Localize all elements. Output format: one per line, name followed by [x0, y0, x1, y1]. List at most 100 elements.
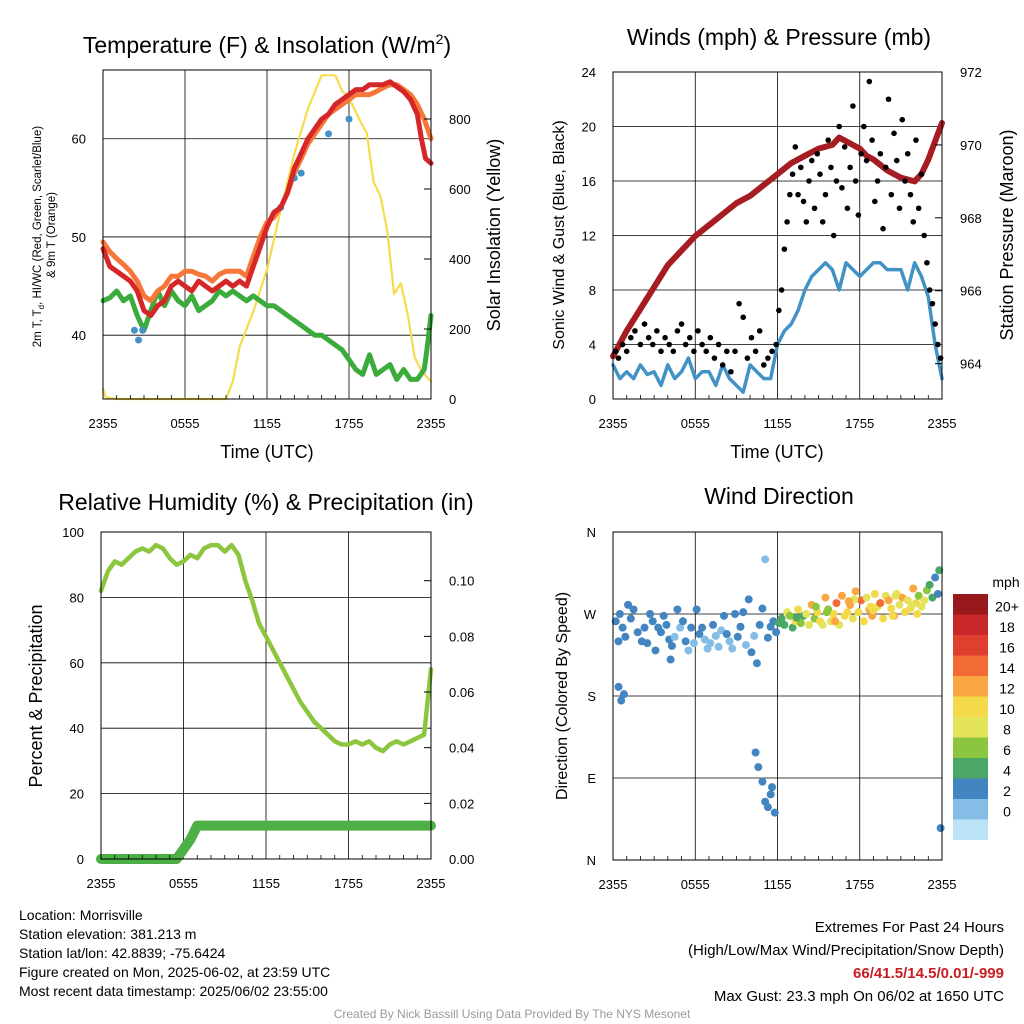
gust-point	[740, 314, 747, 321]
gust-point	[715, 341, 722, 348]
gust-point	[682, 341, 689, 348]
direction-point	[754, 763, 763, 772]
direction-point	[794, 605, 803, 614]
direction-point	[763, 803, 772, 812]
station-elevation: Station elevation: 381.213 m	[19, 926, 197, 942]
gust-point	[719, 362, 726, 368]
y-tick-label: 50	[72, 230, 86, 245]
y-tick-label: S	[587, 689, 596, 704]
direction-point	[848, 614, 857, 623]
gust-point	[877, 150, 884, 157]
wind-direction-points	[611, 555, 945, 833]
gust-point	[623, 348, 630, 355]
colorbar-swatch	[953, 819, 988, 840]
direction-point	[832, 599, 841, 608]
direction-point	[920, 596, 929, 605]
gust-point	[695, 328, 701, 334]
gust-point	[674, 328, 681, 334]
gust-point	[699, 341, 705, 348]
winds-series	[610, 78, 945, 394]
gust-point	[666, 341, 673, 348]
hi-wc-mark	[130, 326, 138, 334]
direction-point	[822, 608, 831, 617]
colorbar-swatch	[953, 717, 988, 738]
direction-point	[936, 824, 945, 833]
y2-tick-label: 972	[960, 65, 982, 80]
temperature-title: Temperature (F) & Insolation (W/m2)	[83, 31, 451, 58]
hi-wc-mark	[325, 130, 332, 138]
colorbar-swatch	[953, 655, 988, 676]
gust-point	[907, 191, 914, 198]
gust-point	[795, 191, 801, 198]
gust-point	[662, 334, 668, 341]
temperature-panel: Temperature (F) & Insolation (W/m2) 2355…	[32, 31, 504, 462]
gust-point	[863, 157, 870, 164]
gust-point	[752, 348, 759, 355]
temperature-ylabel: 2m T, Td, HI/WC (Red, Green, Scarlet/Blu…	[32, 123, 58, 348]
gust-point	[637, 341, 644, 348]
wind-direction-plot-frame	[612, 531, 943, 861]
gust-point	[904, 150, 911, 157]
direction-point	[646, 610, 655, 618]
direction-point	[725, 637, 734, 646]
gust-point	[913, 137, 919, 143]
direction-point	[805, 620, 814, 629]
direction-point	[706, 639, 715, 648]
y2-tick-label: 0	[449, 392, 456, 407]
direction-point	[736, 622, 745, 631]
direction-point	[733, 632, 742, 641]
colorbar-label: 12	[999, 681, 1015, 697]
y2-tick-label: 964	[960, 357, 982, 372]
direction-point	[763, 633, 772, 642]
direction-point	[714, 642, 723, 651]
gust-point	[615, 355, 622, 361]
gust-point	[896, 205, 903, 212]
colorbar-label: 2	[1003, 783, 1011, 799]
recent-data-timestamp: Most recent data timestamp: 2025/06/02 2…	[19, 983, 328, 999]
y-tick-label: 24	[582, 65, 596, 80]
gust-point	[736, 300, 742, 307]
y2-tick-label: 800	[449, 112, 471, 127]
temperature-series	[100, 74, 434, 401]
x-tick-label: 0555	[169, 876, 198, 891]
direction-point	[687, 623, 696, 632]
direction-point	[891, 591, 900, 600]
credit-line: Created By Nick Bassill Using Data Provi…	[333, 1007, 691, 1021]
x-tick-label: 1755	[845, 416, 874, 431]
gust-point	[847, 164, 853, 171]
direction-point	[633, 628, 642, 637]
y-tick-label: N	[587, 853, 596, 868]
direction-point	[621, 632, 630, 641]
direction-point	[678, 617, 687, 626]
gust-point	[808, 157, 815, 164]
x-tick-label: 1155	[764, 877, 792, 892]
hi-wc-mark	[139, 326, 147, 334]
gust-point	[678, 321, 685, 327]
gust-point	[921, 232, 927, 239]
humidity-ylabel: Percent & Precipitation	[26, 604, 46, 787]
direction-point	[615, 610, 624, 618]
colorbar-label: 6	[1003, 742, 1011, 758]
gust-point	[902, 178, 908, 184]
gust-point	[781, 246, 788, 252]
gust-point	[776, 307, 782, 314]
humidity-plot-frame	[100, 531, 432, 860]
gust-point	[778, 287, 785, 293]
y-tick-label: 40	[72, 328, 86, 343]
gust-point	[924, 259, 930, 266]
direction-point	[758, 604, 767, 613]
direction-point	[750, 631, 759, 640]
x-tick-label: 2355	[417, 876, 446, 891]
direction-point	[907, 600, 916, 609]
direction-point	[914, 591, 923, 600]
gust-point	[787, 191, 793, 198]
gust-point	[918, 171, 925, 177]
direction-point	[744, 595, 753, 604]
gust-point	[760, 362, 767, 368]
direction-point	[837, 591, 846, 600]
direction-point	[728, 644, 737, 653]
temperature-xlabel: Time (UTC)	[220, 442, 313, 462]
direction-point	[792, 613, 801, 622]
max-gust: Max Gust: 23.3 mph On 06/02 at 1650 UTC	[713, 988, 1004, 1005]
y-tick-label: 80	[70, 590, 84, 605]
